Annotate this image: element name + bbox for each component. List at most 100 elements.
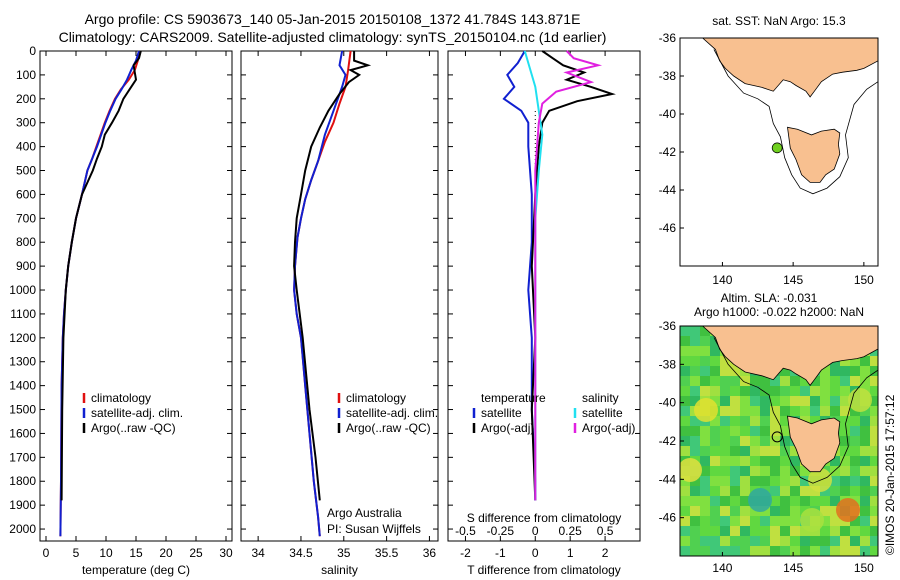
sla_map-content (680, 326, 878, 556)
sla-heat-cell (710, 436, 721, 447)
sla-heat-cell (860, 436, 871, 447)
sla-heat-cell (740, 476, 751, 487)
sla-heat-cell (720, 486, 731, 497)
sla-heat-cell (750, 426, 761, 437)
sla-heat-cell (740, 426, 751, 437)
sla-heat-cell (790, 386, 801, 397)
sla-heat-cell (720, 466, 731, 477)
figure-title-line2: Climatology: CARS2009. Satellite-adjuste… (58, 29, 607, 45)
salinity-axes-box (240, 50, 439, 542)
sla-heat-cell (770, 406, 781, 417)
salinity-xtick-label: 34 (251, 546, 265, 560)
sla-heat-cell (790, 506, 801, 517)
sla-heat-cell (720, 516, 731, 527)
salinity-legend-label: satellite-adj. clim. (346, 406, 438, 420)
sdiff-legend-label: Argo(-adj) (582, 421, 635, 435)
sla-heat-cell (720, 356, 731, 367)
sla-anomaly-blob (680, 458, 702, 482)
sla-heat-cell (840, 386, 851, 397)
sla-heat-cell (780, 376, 791, 387)
depth-tick-label: 1200 (9, 331, 36, 345)
sla-heat-cell (770, 386, 781, 397)
sst-xtick-label: 145 (783, 273, 803, 287)
difference-xtick-label: 1 (567, 546, 574, 560)
sla-heat-cell (770, 426, 781, 437)
sla-heat-cell (690, 536, 701, 547)
sla-heat-cell (700, 336, 711, 347)
credit-pi: PI: Susan Wijffels (327, 522, 421, 536)
sla-heat-cell (810, 386, 821, 397)
temperature-xtick-label: 20 (159, 546, 173, 560)
sla-heat-cell (770, 396, 781, 407)
sla-heat-cell (740, 546, 751, 556)
sla-heat-cell (740, 396, 751, 407)
sla-heat-cell (830, 396, 841, 407)
sla-heat-cell (740, 446, 751, 457)
sla-heat-cell (850, 406, 861, 417)
sla-heat-cell (780, 436, 791, 447)
sla-heat-cell (680, 366, 691, 377)
sla-heat-cell (840, 446, 851, 457)
sla-heat-cell (690, 366, 701, 377)
sla-heat-cell (870, 366, 878, 377)
sla-heat-cell (690, 346, 701, 357)
temperature-panel: 0 5 10 15 20 25 300100200300400500600700800900… (9, 44, 233, 577)
sla-heat-cell (710, 516, 721, 527)
sla-heat-cell (800, 536, 811, 547)
sla-heat-cell (820, 546, 831, 556)
sla-map-title-2: Argo h1000: -0.022 h2000: NaN (694, 305, 864, 319)
sla-heat-cell (700, 456, 711, 467)
sla-heat-cell (710, 396, 721, 407)
sla-heat-cell (710, 546, 721, 556)
sla-heat-cell (830, 406, 841, 417)
temperature-xtick-label: 5 (73, 546, 80, 560)
sla-heat-cell (750, 536, 761, 547)
sla-heat-cell (780, 526, 791, 537)
temperature-series-satellite-adj-clim- (59, 50, 140, 537)
sla-heat-cell (730, 406, 741, 417)
sla-heat-cell (690, 476, 701, 487)
legend-title-salinity: salinity (582, 391, 619, 405)
depth-tick-label: 400 (16, 140, 36, 154)
sla-heat-cell (870, 486, 878, 497)
sla-heat-cell (700, 356, 711, 367)
temperature-legend-label: climatology (91, 391, 151, 405)
sla-heat-cell (870, 526, 878, 537)
sla-heat-cell (780, 416, 791, 427)
difference-series-t-argo-adj- (530, 50, 616, 501)
sla-heat-cell (720, 366, 731, 377)
sla-heat-cell (720, 496, 731, 507)
sla-heat-cell (750, 466, 761, 477)
sla-heat-cell (730, 466, 741, 477)
sla-heat-cell (870, 356, 878, 367)
sla-heat-cell (860, 546, 871, 556)
sla-heat-cell (860, 526, 871, 537)
sla-heat-cell (870, 426, 878, 437)
sla-heat-cell (680, 376, 691, 387)
sla-heat-cell (850, 476, 861, 487)
sla-heat-cell (830, 496, 841, 507)
sla-heat-cell (720, 476, 731, 487)
sla-heat-cell (780, 456, 791, 467)
sla-heat-cell (690, 396, 701, 407)
sla-heat-cell (870, 476, 878, 487)
sla-heat-cell (730, 436, 741, 447)
sla-heat-cell (690, 486, 701, 497)
sla-heat-cell (840, 536, 851, 547)
sla-heat-cell (730, 426, 741, 437)
sla-heat-cell (750, 416, 761, 427)
sla-anomaly-blob (748, 488, 772, 512)
sla-heat-cell (700, 346, 711, 357)
sla-heat-cell (750, 386, 761, 397)
sla-heat-cell (820, 496, 831, 507)
sla-heat-cell (810, 416, 821, 427)
sla-heat-cell (770, 496, 781, 507)
sla-heat-cell (680, 326, 691, 337)
sla-heat-cell (860, 516, 871, 527)
sla-heat-cell (830, 456, 841, 467)
sla-heat-cell (770, 546, 781, 556)
sla-heat-cell (680, 436, 691, 447)
sla-heat-cell (710, 486, 721, 497)
sla-heat-cell (690, 446, 701, 457)
